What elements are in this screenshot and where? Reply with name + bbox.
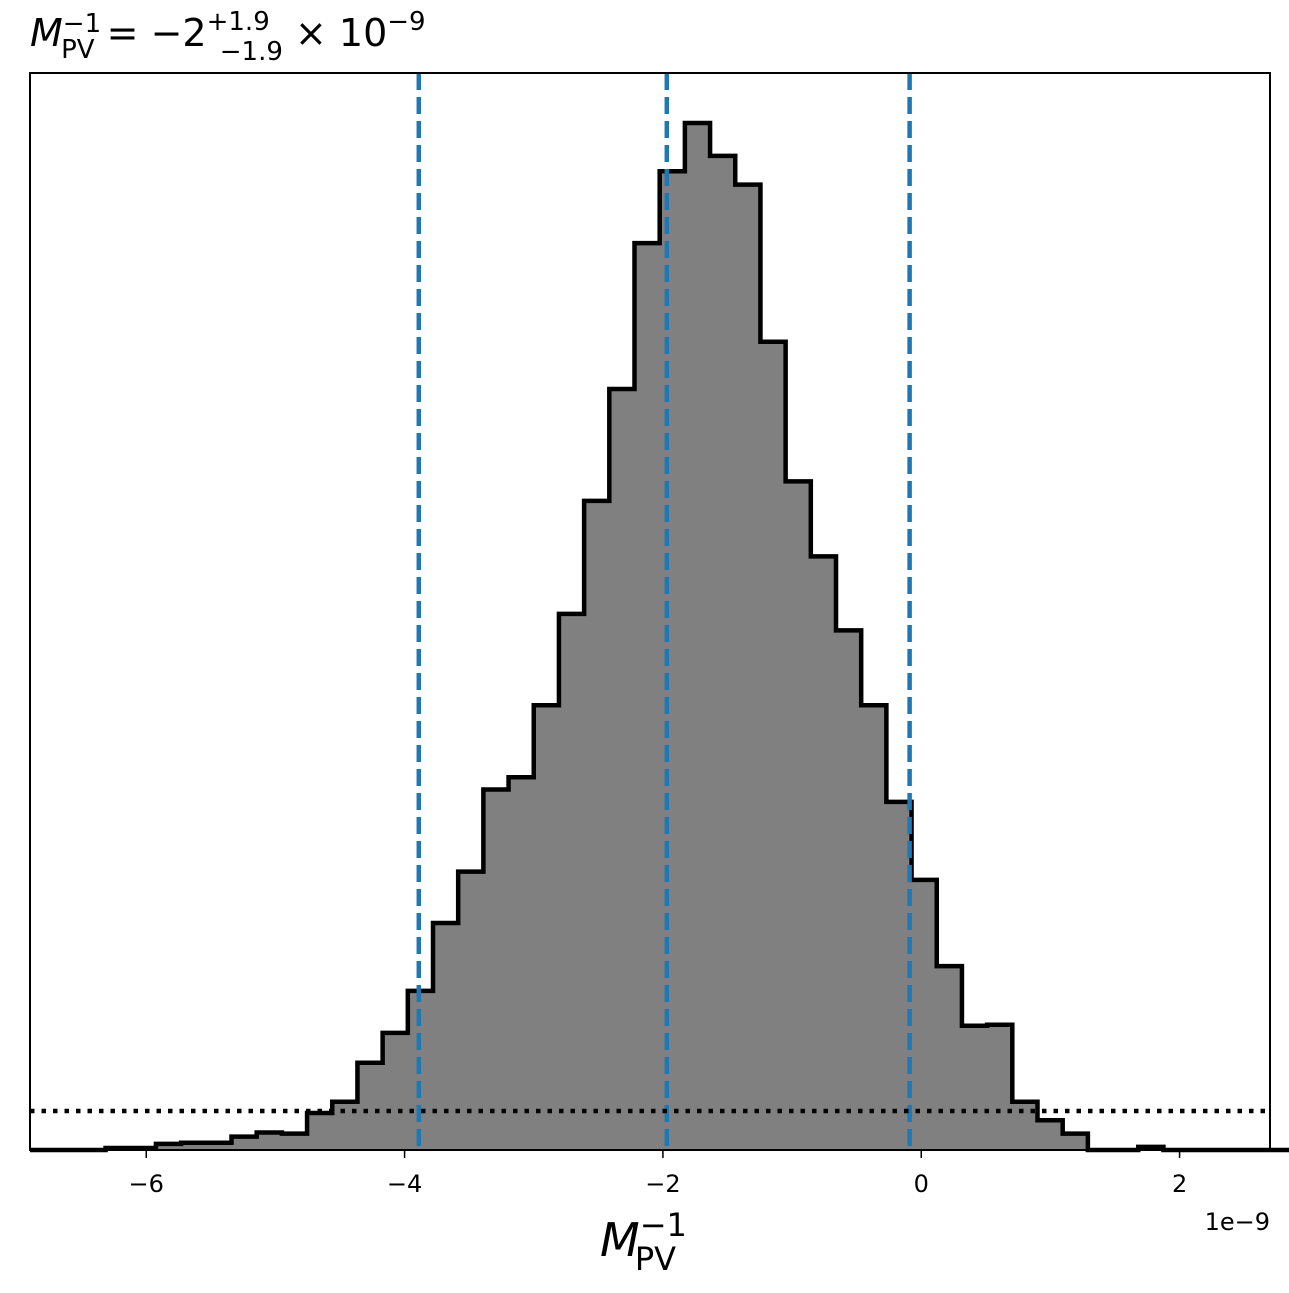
title-times: × 10 [283, 11, 387, 55]
histogram-bar [382, 1032, 409, 1150]
histogram-bar [181, 1142, 207, 1150]
x-axis-label: M−1 PV [600, 1206, 687, 1278]
x-tick-label: −2 [645, 1170, 680, 1198]
histogram-bar [433, 923, 459, 1150]
histogram-bar [861, 705, 887, 1150]
histogram-bar [810, 556, 837, 1150]
histogram-bar [281, 1133, 308, 1150]
title-exponent: −9 [387, 7, 425, 37]
x-tick-label: 2 [1172, 1170, 1187, 1198]
histogram-bar [760, 341, 787, 1151]
histogram-bar [936, 966, 963, 1150]
histogram-bar [231, 1136, 258, 1150]
x-offset-label: 1e−9 [1205, 1208, 1270, 1236]
histogram-bar [558, 613, 585, 1150]
histogram-bar [785, 481, 812, 1151]
histogram-bar [735, 184, 761, 1150]
histogram-bar [609, 388, 635, 1150]
histogram-bar [155, 1143, 182, 1150]
xlabel-sub: PV [635, 1240, 676, 1278]
title-err-minus: −1.9 [220, 37, 283, 67]
histogram-bar [458, 871, 484, 1150]
histogram-bar [710, 155, 736, 1150]
histogram-bar [684, 123, 711, 1150]
title-sub: PV [61, 35, 95, 65]
histogram-bar [911, 879, 938, 1150]
histogram-bar [206, 1142, 232, 1150]
histogram-bar [659, 171, 686, 1151]
percentile-lines [416, 73, 912, 1150]
histogram-bar [533, 705, 560, 1150]
chart-title: M−1 PV = −2+1.9 −1.9 × 10−9 [30, 7, 426, 67]
plot-frame [29, 72, 1271, 1151]
histogram-bar [1062, 1133, 1089, 1150]
x-tick-label: −6 [129, 1170, 164, 1198]
x-tick-label: 0 [914, 1170, 929, 1198]
xlabel-symbol: M [600, 1213, 640, 1267]
title-equals: = −2 [95, 11, 207, 55]
title-symbol: M [30, 11, 63, 55]
histogram-bar [836, 630, 862, 1150]
histogram-bar [483, 789, 510, 1150]
histogram-bar [1037, 1120, 1064, 1150]
histogram-outline [30, 120, 1289, 1153]
histogram-bar [307, 1113, 333, 1150]
histogram-bar [634, 243, 661, 1150]
x-axis-ticks: −6 −4 −2 0 2 [129, 1150, 1187, 1198]
title-err-plus: +1.9 [207, 7, 270, 37]
histogram-bar [987, 1024, 1013, 1150]
histogram-bar [961, 1025, 988, 1150]
xlabel-sup: −1 [640, 1206, 687, 1244]
title-sup: −1 [63, 9, 101, 39]
histogram-bar [584, 500, 610, 1150]
histogram-bar [256, 1132, 283, 1150]
histogram-bar [357, 1062, 384, 1150]
x-tick-label: −4 [387, 1170, 422, 1198]
histogram-bar [508, 777, 535, 1150]
